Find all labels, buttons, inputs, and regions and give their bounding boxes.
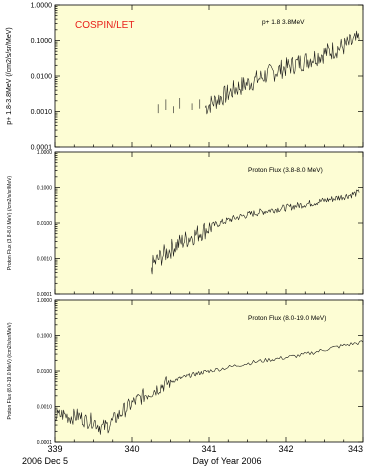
y-tick-label: 1.0000 — [31, 2, 53, 9]
x-axis-title: Day of Year 2006 — [192, 456, 261, 466]
panel-2-plot-area — [54, 151, 364, 295]
y-tick-label: 0.0010 — [37, 256, 53, 262]
y-tick-label: 0.0010 — [31, 109, 53, 116]
y-tick-label: 0.0001 — [37, 440, 53, 446]
y-tick-label: 0.1000 — [37, 185, 53, 191]
y-tick-label: 0.0001 — [37, 292, 53, 298]
panel-let-1p8-3p8: 1.0000 0.1000 0.0100 0.0010 0.0001 COSPIN/LE… — [6, 2, 364, 151]
x-axis: 339 340 341 342 343 — [47, 444, 363, 454]
x-tick-label: 342 — [278, 444, 293, 454]
y-tick-label: 0.0100 — [37, 369, 53, 375]
x-tick-label: 341 — [201, 444, 216, 454]
panel-3-y-ticks: 1.0000 0.1000 0.0100 0.0010 0.0001 — [37, 298, 364, 446]
panel-1-plot-area — [54, 4, 364, 148]
panel-3-series — [54, 340, 364, 435]
panel-proton-8p0-19p0: 1.0000 0.1000 0.0100 0.0010 0.0001 Proton Fl… — [7, 298, 364, 446]
flux-trace — [54, 340, 364, 435]
flux-trace — [204, 30, 360, 115]
panel-2-ylabel: Proton Flux (3.8-8.0 MeV) (/cm2/s/sr/MeV… — [7, 176, 13, 271]
panel-1-legend: p+ 1.8 3.8MeV — [262, 19, 305, 26]
y-tick-label: 1.0000 — [37, 150, 53, 156]
flux-trace — [150, 189, 360, 275]
panel-3-ylabel: Proton Flux (8.0-19.0 MeV) (/cm2/s/sr/Me… — [7, 322, 13, 419]
panel-2-legend: Proton Flux (3.8-8.0 MeV) — [248, 167, 323, 174]
panel-1-instrument-label: COSPIN/LET — [75, 20, 134, 31]
y-tick-label: 0.1000 — [31, 38, 53, 45]
x-tick-label: 339 — [47, 444, 62, 454]
y-tick-label: 0.0010 — [37, 404, 53, 410]
y-tick-label: 0.1000 — [37, 333, 53, 339]
x-tick-label: 343 — [348, 444, 363, 454]
y-tick-label: 0.0100 — [31, 73, 53, 80]
x-tick-label: 340 — [124, 444, 139, 454]
panel-3-plot-area — [54, 299, 364, 443]
y-tick-label: 1.0000 — [37, 298, 53, 304]
panel-1-series — [157, 30, 360, 115]
panel-2-series — [150, 189, 360, 275]
panel-2-y-ticks: 1.0000 0.1000 0.0100 0.0010 0.0001 — [37, 150, 364, 298]
y-tick-label: 0.0001 — [31, 144, 53, 151]
panel-proton-3p8-8p0: 1.0000 0.1000 0.0100 0.0010 0.0001 Proton Fl… — [7, 150, 364, 298]
panel-1-ylabel: p+ 1.8-3.8MeV (/cm2/s/sr/MeV) — [6, 27, 13, 124]
panel-3-legend: Proton Flux (8.0-19.0 MeV) — [248, 315, 326, 322]
y-tick-label: 0.0100 — [37, 221, 53, 227]
panel-1-y-ticks: 1.0000 0.1000 0.0100 0.0010 0.0001 — [31, 2, 364, 151]
x-axis-date-label: 2006 Dec 5 — [22, 456, 68, 466]
